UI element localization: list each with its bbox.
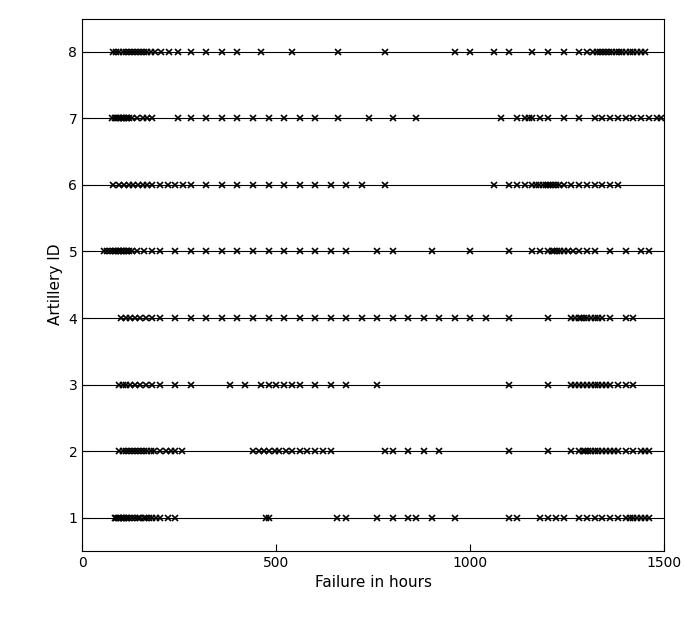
X-axis label: Failure in hours: Failure in hours bbox=[315, 575, 432, 591]
Y-axis label: Artillery ID: Artillery ID bbox=[48, 244, 63, 326]
